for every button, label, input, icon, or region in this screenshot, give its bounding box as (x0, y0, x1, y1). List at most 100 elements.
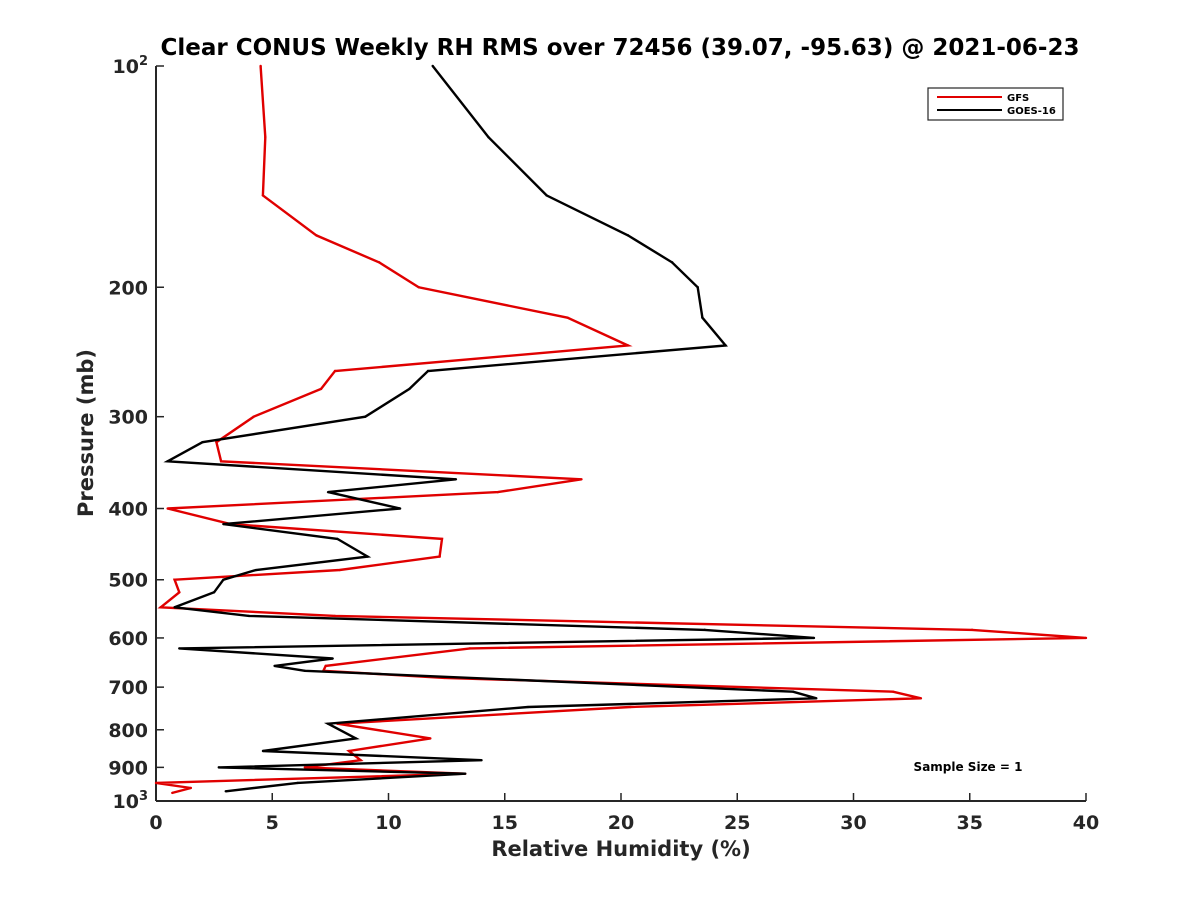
y-tick-label: 400 (108, 499, 148, 521)
series-point-goes16 (724, 344, 727, 347)
y-tick-label: 103 (113, 789, 149, 813)
series-point-goes16 (354, 737, 358, 740)
series-point-gfs (252, 415, 255, 418)
series-point-gfs (580, 478, 583, 481)
series-point-gfs (166, 507, 169, 510)
series-point-gfs (338, 568, 341, 572)
series-point-goes16 (464, 772, 467, 775)
legend-label-gfs: GFS (1007, 93, 1029, 104)
y-tick-base: 900 (108, 757, 148, 779)
series-point-gfs (315, 234, 318, 237)
series-point-goes16 (166, 460, 169, 463)
y-tick-label: 102 (113, 54, 149, 78)
series-point-gfs (417, 286, 420, 289)
series-point-gfs (429, 737, 432, 740)
series-point-goes16 (336, 537, 339, 541)
series-point-gfs (324, 664, 327, 668)
series-point-gfs (219, 460, 223, 463)
sample-size-annotation: Sample Size = 1 (914, 760, 1023, 774)
series-point-gfs (891, 690, 895, 693)
y-tick-base: 700 (108, 677, 148, 699)
x-tick-label: 5 (266, 812, 279, 834)
x-axis-label: Relative Humidity (%) (491, 837, 750, 861)
series-point-goes16 (626, 234, 630, 237)
series-point-goes16 (545, 194, 548, 197)
series-point-gfs (259, 64, 262, 68)
series-point-goes16 (178, 647, 181, 650)
series-point-goes16 (173, 606, 176, 609)
legend-box (927, 87, 1064, 121)
series-point-goes16 (426, 369, 430, 373)
series-point-gfs (189, 786, 193, 790)
y-tick-base: 600 (108, 628, 148, 650)
y-tick-base: 10 (113, 791, 139, 813)
series-point-goes16 (261, 749, 265, 753)
series-point-gfs (566, 316, 569, 319)
x-tick-label: 15 (492, 812, 518, 834)
y-tick-base: 200 (108, 277, 148, 299)
y-tick-base: 300 (108, 407, 148, 429)
series-point-gfs (333, 614, 337, 618)
series-point-gfs (1084, 636, 1088, 640)
series-point-goes16 (454, 478, 458, 481)
chart-title: Clear CONUS Weekly RH RMS over 72456 (39… (161, 35, 1080, 61)
y-tick-label: 600 (108, 628, 148, 650)
series-point-gfs (626, 344, 630, 347)
x-tick-label: 35 (957, 812, 983, 834)
y-tick-base: 800 (108, 720, 148, 742)
y-tick-label: 900 (108, 757, 148, 779)
y-tick-exponent: 2 (139, 54, 148, 69)
series-point-gfs (378, 261, 381, 264)
legend-label-goes16: GOES-16 (1007, 106, 1056, 117)
y-tick-exponent: 3 (139, 789, 148, 804)
series-point-gfs (629, 705, 632, 709)
series-point-goes16 (331, 657, 334, 660)
series-point-gfs (919, 697, 923, 700)
series-point-gfs (303, 766, 306, 769)
series-point-goes16 (254, 568, 258, 572)
series-point-gfs (440, 537, 444, 541)
series-point-goes16 (791, 690, 795, 693)
series-point-gfs (359, 758, 362, 762)
series-point-gfs (970, 628, 974, 632)
series-point-gfs (496, 490, 499, 494)
y-tick-label: 800 (108, 720, 148, 742)
x-tick-group: 0 5 10 15 20 25 30 35 40 (149, 793, 1099, 834)
series-group (154, 64, 1088, 795)
series-point-goes16 (303, 669, 306, 672)
series-point-gfs (159, 606, 162, 609)
legend: GFS GOES-16 (927, 87, 1064, 121)
series-point-goes16 (222, 522, 225, 526)
series-point-gfs (171, 791, 174, 795)
series-point-goes16 (526, 705, 530, 709)
y-tick-label: 300 (108, 407, 148, 429)
series-point-gfs (215, 441, 218, 444)
series-point-gfs (468, 647, 472, 650)
series-line-gfs (155, 65, 1087, 795)
series-point-goes16 (670, 261, 674, 264)
x-tick-label: 40 (1073, 812, 1099, 834)
series-point-goes16 (217, 766, 220, 769)
series-point-goes16 (247, 614, 251, 618)
series-point-goes16 (224, 790, 227, 793)
series-point-goes16 (201, 441, 204, 444)
series-point-gfs (173, 578, 176, 581)
series-point-gfs (319, 387, 323, 391)
y-tick-label: 500 (108, 570, 148, 592)
y-tick-base: 500 (108, 570, 148, 592)
series-point-goes16 (701, 316, 704, 319)
y-tick-label: 700 (108, 677, 148, 699)
series-point-goes16 (326, 722, 330, 725)
series-point-goes16 (487, 136, 490, 139)
series-point-gfs (261, 194, 265, 197)
series-point-goes16 (326, 490, 330, 494)
series-point-gfs (154, 781, 158, 785)
series-point-gfs (178, 591, 181, 594)
series-point-goes16 (364, 415, 367, 418)
series-point-gfs (333, 369, 337, 373)
series-point-goes16 (296, 781, 300, 785)
series-point-goes16 (212, 591, 216, 594)
